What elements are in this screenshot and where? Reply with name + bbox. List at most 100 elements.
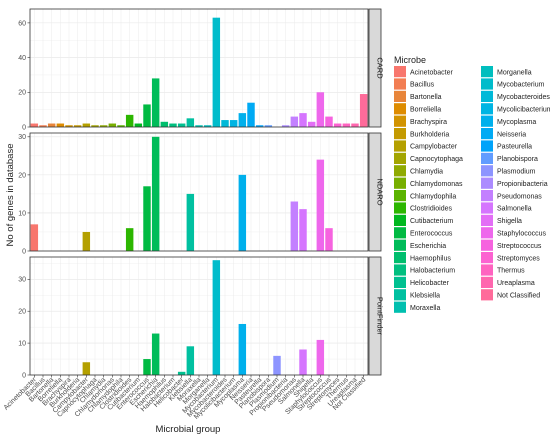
legend-label: Mycolicibacterium	[497, 107, 550, 114]
legend-item-moraxella: Moraxella	[394, 301, 440, 313]
legend-label: Borreliella	[410, 107, 441, 114]
bar-campylobacter	[82, 123, 91, 127]
legend-item-acinetobacter: Acinetobacter	[394, 66, 453, 78]
bar-escherichia	[151, 78, 160, 127]
facet-strip-label: NDARO	[376, 178, 385, 205]
legend-item-mycobacteroides: Mycobacteroides	[481, 90, 550, 102]
y-tick-label: 20	[18, 309, 26, 316]
legend-item-salmonella: Salmonella	[481, 202, 532, 214]
bar-acinetobacter	[30, 224, 39, 251]
legend-item-staphylococcus: Staphylococcus	[481, 227, 547, 239]
facet-card: 0 20 40 60 CARD	[18, 8, 385, 131]
legend-label: Pasteurella	[497, 144, 532, 151]
legend-label: Streptomyces	[497, 255, 540, 262]
facet-ndaro: 0 10 20 30 NDARO	[18, 132, 385, 255]
legend-label: Enterococcus	[410, 231, 453, 238]
bar-ureaplasma	[351, 123, 359, 127]
bar-campylobacter	[82, 231, 91, 251]
bar-staphylococcus	[316, 159, 325, 251]
legend-label: Chlamydophila	[410, 193, 456, 200]
legend-label: Burkholderia	[410, 131, 449, 138]
legend-key	[394, 227, 406, 239]
bar-pseudomonas	[290, 201, 299, 251]
legend-label: Brachyspira	[410, 119, 447, 126]
legend-label: Campylobacter	[410, 144, 458, 151]
legend-key	[394, 190, 406, 202]
bar-acinetobacter	[30, 123, 39, 127]
legend-key	[394, 140, 406, 152]
legend-label: Staphylococcus	[497, 231, 547, 238]
legend-item-burkholderia: Burkholderia	[394, 128, 449, 140]
legend-label: Capnocytophaga	[410, 156, 463, 163]
bar-haemophilus	[160, 121, 169, 127]
legend-item-escherichia: Escherichia	[394, 239, 446, 251]
bar-planobispora	[264, 125, 273, 127]
bar-brachyspira	[65, 125, 73, 127]
bar-mycoplasma	[238, 113, 247, 127]
legend-label: Bartonella	[410, 94, 442, 101]
y-tick-label: 60	[18, 20, 26, 27]
legend-key	[481, 239, 493, 251]
legend-item-clostridioides: Clostridioides	[394, 202, 453, 214]
legend-key	[394, 289, 406, 301]
legend-key	[481, 66, 493, 78]
facet-strip-label: CARD	[376, 57, 385, 79]
y-tick-label: 20	[18, 172, 26, 179]
legend-key	[394, 301, 406, 313]
legend-key	[394, 115, 406, 127]
legend-label: Planobispora	[497, 156, 538, 163]
y-tick-label: 0	[22, 248, 26, 255]
bar-escherichia	[151, 333, 160, 375]
legend-label: Clostridioides	[410, 206, 453, 213]
legend-label: Bacillus	[410, 82, 435, 89]
bar-enterococcus	[143, 186, 151, 251]
legend-item-not-classified: Not Classified	[481, 289, 540, 301]
legend-label: Shigella	[497, 218, 522, 225]
legend-key	[394, 128, 406, 140]
legend-key	[481, 289, 493, 301]
legend-key	[394, 78, 406, 90]
bar-cutibacterium	[134, 123, 143, 127]
legend-item-mycoplasma: Mycoplasma	[481, 115, 536, 127]
legend-label: Chlamydomonas	[410, 181, 463, 188]
bar-enterococcus	[143, 359, 151, 375]
bar-campylobacter	[82, 362, 91, 375]
legend-label: Mycobacteroides	[497, 94, 550, 101]
bar-moraxella	[195, 125, 203, 127]
facet-strip	[368, 8, 382, 128]
legend-item-haemophilus: Haemophilus	[394, 252, 451, 264]
legend-label: Escherichia	[410, 243, 446, 250]
legend-label: Klebsiella	[410, 293, 440, 300]
bar-escherichia	[151, 136, 160, 251]
legend-item-chlamydophila: Chlamydophila	[394, 190, 456, 202]
bar-neisseria	[247, 102, 255, 127]
legend-label: Helicobacter	[410, 280, 450, 287]
bar-clostridioides	[125, 228, 134, 251]
panel-border	[29, 132, 369, 252]
bar-klebsiella	[186, 118, 195, 127]
legend-item-klebsiella: Klebsiella	[394, 289, 440, 301]
bar-burkholderia	[73, 125, 82, 127]
legend-label: Acinetobacter	[410, 69, 453, 76]
legend-item-campylobacter: Campylobacter	[394, 140, 458, 152]
legend-item-brachyspira: Brachyspira	[394, 115, 447, 127]
bar-mycobacterium	[212, 17, 221, 128]
legend-key	[394, 214, 406, 226]
legend-label: Moraxella	[410, 305, 440, 312]
legend-item-shigella: Shigella	[481, 214, 522, 226]
legend-item-halobacterium: Halobacterium	[394, 264, 455, 276]
facet-pointfinder: 0 10 20 30 PointFinder	[18, 256, 385, 379]
bar-mycoplasma	[238, 174, 247, 251]
legend-key	[481, 252, 493, 264]
legend-label: Thermus	[497, 268, 525, 275]
bar-streptomyces	[333, 123, 342, 127]
legend-label: Mycoplasma	[497, 119, 536, 126]
legend-item-pseudomonas: Pseudomonas	[481, 190, 542, 202]
y-tick-label: 30	[18, 277, 26, 284]
bar-mycoplasma	[238, 323, 247, 375]
bar-streptococcus	[325, 228, 333, 251]
legend-label: Chlamydia	[410, 169, 443, 176]
legend-key	[481, 165, 493, 177]
y-tick-label: 0	[22, 124, 26, 131]
bar-streptococcus	[325, 116, 333, 127]
